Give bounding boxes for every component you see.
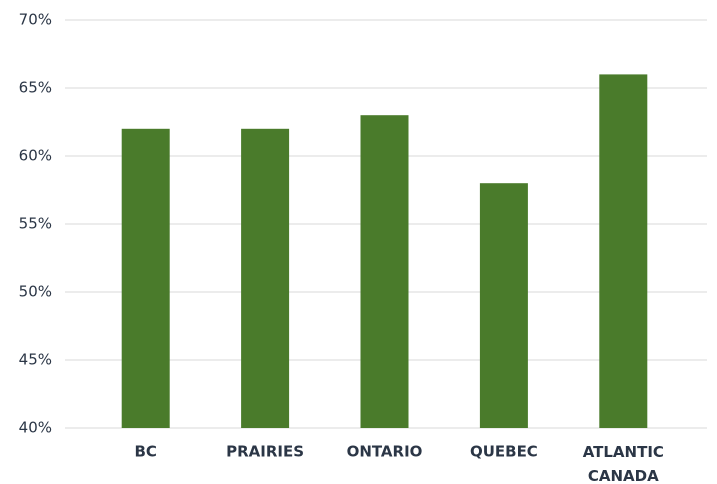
y-tick-label: 50% — [19, 283, 52, 301]
y-tick-label: 45% — [19, 351, 52, 369]
y-tick-label: 60% — [19, 147, 52, 165]
x-tick-label: ATLANTIC CANADA — [583, 443, 664, 484]
y-tick-label: 40% — [19, 419, 52, 437]
bar — [479, 183, 528, 428]
bar — [599, 74, 648, 429]
x-tick-label: ONTARIO — [347, 443, 423, 461]
y-tick-label: 70% — [19, 11, 52, 29]
y-tick-label: 55% — [19, 215, 52, 233]
bar — [241, 128, 290, 429]
x-tick-label: QUEBEC — [470, 443, 538, 461]
x-tick-label: PRAIRIES — [226, 443, 304, 461]
x-tick-label: BC — [134, 443, 156, 461]
bar — [121, 128, 170, 429]
y-tick-label: 65% — [19, 79, 52, 97]
bar — [360, 115, 409, 428]
